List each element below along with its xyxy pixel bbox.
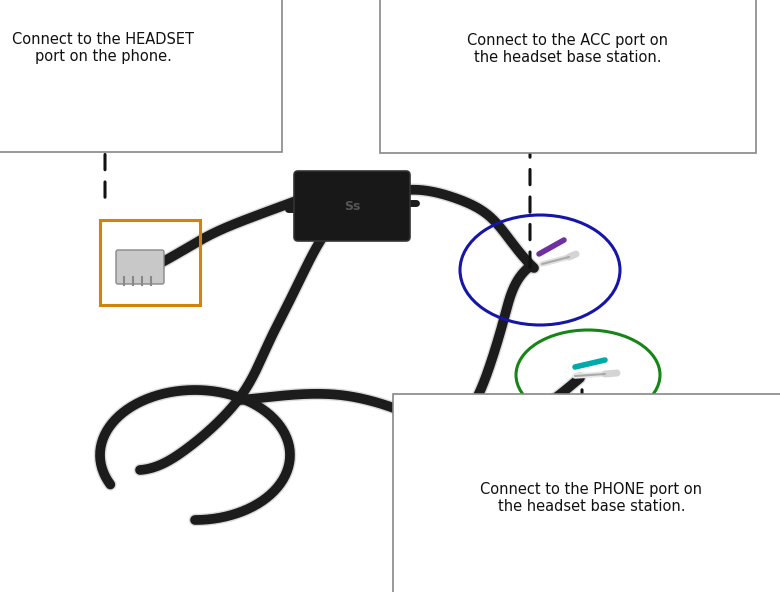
Text: Connect to the PHONE port on
the headset base station.: Connect to the PHONE port on the headset… bbox=[480, 482, 703, 514]
Bar bbox=[100, 220, 200, 305]
Text: Connect to the ACC port on
the headset base station.: Connect to the ACC port on the headset b… bbox=[467, 33, 668, 65]
Text: Sꜱ: Sꜱ bbox=[344, 200, 360, 213]
Text: Connect to the HEADSET
port on the phone.: Connect to the HEADSET port on the phone… bbox=[12, 32, 194, 64]
FancyBboxPatch shape bbox=[294, 171, 410, 241]
FancyBboxPatch shape bbox=[116, 250, 164, 284]
